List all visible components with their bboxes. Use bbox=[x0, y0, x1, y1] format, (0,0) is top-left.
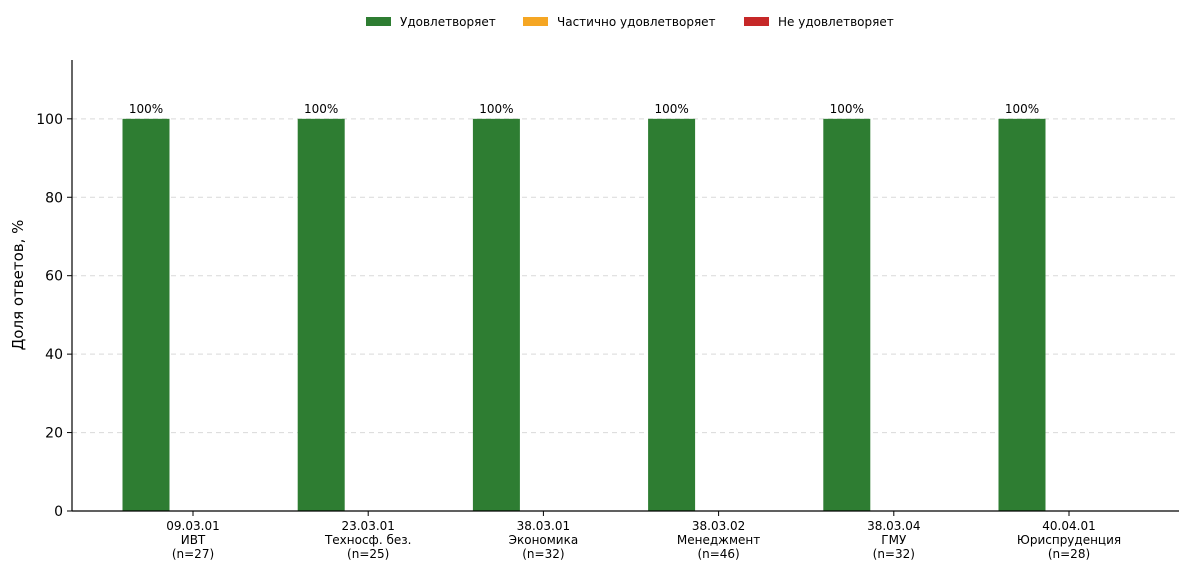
x-tick-label: Техносф. без. bbox=[324, 533, 411, 547]
x-tick-label: 38.03.02 bbox=[692, 519, 745, 533]
y-axis-title: Доля ответов, % bbox=[9, 220, 27, 351]
x-tick-label: ИВТ bbox=[181, 533, 206, 547]
legend-label: Частично удовлетворяет bbox=[557, 15, 716, 29]
legend-swatch bbox=[523, 17, 548, 26]
bar bbox=[472, 118, 520, 512]
x-tick-label: (n=32) bbox=[522, 547, 564, 561]
x-tick-label: (n=27) bbox=[172, 547, 214, 561]
x-tick-label: Экономика bbox=[509, 533, 579, 547]
legend-swatch bbox=[366, 17, 391, 26]
bars: 100% 100% 100% 100% 100% 100% bbox=[122, 102, 1046, 512]
y-tick-label: 80 bbox=[45, 190, 63, 206]
y-tick-label: 40 bbox=[45, 347, 63, 363]
bar bbox=[998, 118, 1046, 512]
y-tick-label: 60 bbox=[45, 269, 63, 285]
data-label: 100% bbox=[1005, 102, 1039, 116]
y-tick-label: 20 bbox=[45, 426, 63, 442]
legend-label: Удовлетворяет bbox=[400, 15, 496, 29]
grid-lines bbox=[72, 118, 1179, 434]
x-tick-label: 23.03.01 bbox=[341, 519, 394, 533]
data-label: 100% bbox=[830, 102, 864, 116]
bar bbox=[648, 118, 696, 512]
x-tick-label: (n=28) bbox=[1048, 547, 1090, 561]
x-tick-label: Юриспруденция bbox=[1017, 533, 1121, 547]
x-tick-label: (n=25) bbox=[347, 547, 389, 561]
bar bbox=[297, 118, 345, 512]
y-tick-label: 100 bbox=[36, 112, 63, 128]
x-tick-label: (n=46) bbox=[697, 547, 739, 561]
x-tick-label: ГМУ bbox=[881, 533, 907, 547]
data-label: 100% bbox=[304, 102, 338, 116]
data-label: 100% bbox=[654, 102, 688, 116]
bar bbox=[122, 118, 170, 512]
y-tick-label: 0 bbox=[54, 504, 63, 520]
x-tick-label: 09.03.01 bbox=[166, 519, 219, 533]
x-tick-label: 38.03.01 bbox=[517, 519, 570, 533]
x-tick-label: 38.03.04 bbox=[867, 519, 920, 533]
x-tick-label: Менеджмент bbox=[677, 533, 760, 547]
legend-swatch bbox=[744, 17, 769, 26]
data-label: 100% bbox=[129, 102, 163, 116]
x-tick-label: 40.04.01 bbox=[1042, 519, 1095, 533]
legend: Удовлетворяет Частично удовлетворяет Не уд… bbox=[366, 15, 894, 29]
data-label: 100% bbox=[479, 102, 513, 116]
x-tick-label: (n=32) bbox=[873, 547, 915, 561]
bar bbox=[823, 118, 871, 512]
legend-label: Не удовлетворяет bbox=[778, 15, 894, 29]
